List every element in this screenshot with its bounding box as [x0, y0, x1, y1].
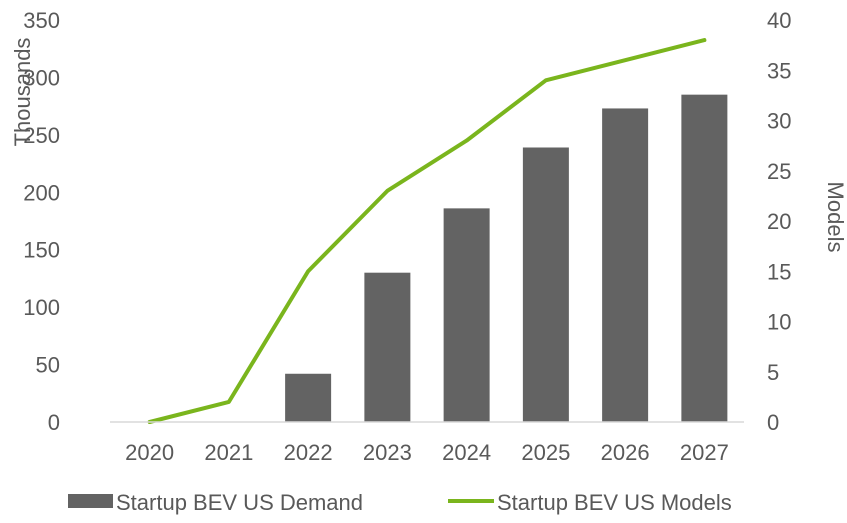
- y2-tick-15: 15: [767, 259, 791, 284]
- x-tick-2027: 2027: [680, 440, 729, 465]
- x-tick-2023: 2023: [363, 440, 412, 465]
- y2-tick-20: 20: [767, 209, 791, 234]
- x-tick-2022: 2022: [284, 440, 333, 465]
- y-axis-right: 0 5 10 15 20 25 30 35 40: [767, 8, 791, 435]
- y2-tick-40: 40: [767, 8, 791, 33]
- y-tick-200: 200: [23, 180, 60, 205]
- y-tick-150: 150: [23, 238, 60, 263]
- y2-tick-10: 10: [767, 310, 791, 335]
- bar-2023: [364, 272, 411, 422]
- y-tick-350: 350: [23, 8, 60, 33]
- y2-tick-25: 25: [767, 159, 791, 184]
- y2-tick-35: 35: [767, 58, 791, 83]
- y-tick-300: 300: [23, 65, 60, 90]
- x-tick-2024: 2024: [442, 440, 491, 465]
- y2-tick-30: 30: [767, 109, 791, 134]
- bar-2027: [681, 94, 728, 423]
- y2-axis-title: Models: [823, 182, 847, 253]
- legend: Startup BEV US Demand Startup BEV US Mod…: [68, 490, 732, 515]
- legend-swatch-demand: [68, 494, 113, 508]
- line-models: [147, 38, 707, 424]
- x-tick-2020: 2020: [125, 440, 174, 465]
- y-tick-100: 100: [23, 295, 60, 320]
- bar-2025: [522, 147, 569, 422]
- y2-tick-5: 5: [767, 360, 779, 385]
- y-axis-left: 0 50 100 150 200 250 300 350: [23, 8, 60, 435]
- x-tick-2026: 2026: [601, 440, 650, 465]
- bars: [285, 94, 728, 423]
- y-tick-250: 250: [23, 123, 60, 148]
- x-axis: 2020 2021 2022 2023 2024 2025 2026 2027: [125, 440, 729, 465]
- series-line: [147, 38, 707, 424]
- y-axis-title: Thousands: [10, 38, 35, 147]
- y-tick-50: 50: [36, 353, 60, 378]
- x-tick-2025: 2025: [521, 440, 570, 465]
- legend-label-models: Startup BEV US Models: [497, 490, 732, 515]
- y2-tick-0: 0: [767, 410, 779, 435]
- bar-2024: [443, 208, 490, 422]
- legend-label-demand: Startup BEV US Demand: [116, 490, 363, 515]
- x-tick-2021: 2021: [204, 440, 253, 465]
- bar-2026: [602, 108, 649, 422]
- y-tick-0: 0: [48, 410, 60, 435]
- bar-2022: [285, 373, 332, 422]
